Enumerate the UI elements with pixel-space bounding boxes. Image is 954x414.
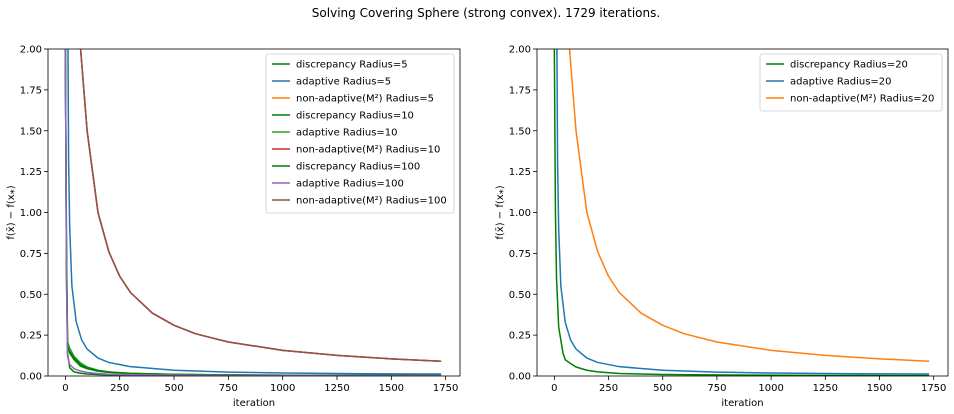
legend: discrepancy Radius=5 adaptive Radius=5 non… bbox=[265, 53, 455, 214]
x-axis-label: iteration bbox=[721, 398, 763, 409]
series-line-2 bbox=[556, 49, 930, 375]
legend-label: adaptive Radius=20 bbox=[790, 77, 892, 88]
y-tick-label: 1.75 bbox=[509, 85, 531, 96]
y-tick-label: 0.00 bbox=[20, 372, 42, 383]
x-tick-label: 750 bbox=[219, 383, 238, 394]
x-tick-label: 1750 bbox=[433, 383, 458, 394]
x-tick-label: 750 bbox=[707, 383, 726, 394]
y-tick-label: 1.50 bbox=[509, 126, 531, 137]
y-tick-label: 0.50 bbox=[509, 290, 531, 301]
figure-title: Solving Covering Sphere (strong convex).… bbox=[312, 6, 660, 20]
y-tick-label: 0.00 bbox=[509, 372, 531, 383]
y-tick-label: 0.25 bbox=[20, 331, 42, 342]
legend-label: discrepancy Radius=20 bbox=[790, 60, 908, 71]
left-subplot: 0 250 500 750 1000 1250 1500 1750 0.00 0.25 0.50 0.… bbox=[6, 45, 461, 409]
x-tick-label: 250 bbox=[110, 383, 129, 394]
series-line-9 bbox=[79, 49, 442, 363]
y-tick-label: 0.50 bbox=[20, 290, 42, 301]
y-tick-label: 0.75 bbox=[509, 249, 531, 260]
x-axis-label: iteration bbox=[233, 398, 275, 409]
x-tick-label: 1000 bbox=[270, 383, 295, 394]
y-axis-label: f(x̄) − f(x⁎) bbox=[6, 185, 17, 239]
x-tick-label: 250 bbox=[599, 383, 618, 394]
x-tick-label: 1250 bbox=[813, 383, 838, 394]
y-tick-label: 1.00 bbox=[20, 208, 42, 219]
series-line-8 bbox=[64, 49, 442, 376]
series-line-3 bbox=[568, 49, 930, 363]
x-tick-label: 1500 bbox=[379, 383, 404, 394]
y-tick-label: 1.50 bbox=[20, 126, 42, 137]
legend-label: discrepancy Radius=5 bbox=[296, 60, 408, 71]
y-tick-label: 0.75 bbox=[20, 249, 42, 260]
y-tick-label: 2.00 bbox=[20, 45, 42, 56]
x-tick-label: 1250 bbox=[324, 383, 349, 394]
y-tick-label: 1.25 bbox=[509, 167, 531, 178]
legend-label: adaptive Radius=5 bbox=[296, 77, 391, 88]
x-tick-label: 0 bbox=[551, 383, 557, 394]
x-tick-label: 1750 bbox=[921, 383, 946, 394]
series-line-1 bbox=[553, 49, 930, 376]
y-axis-label: f(x̄) − f(x⁎) bbox=[495, 185, 506, 239]
legend-label: discrepancy Radius=100 bbox=[296, 162, 420, 173]
x-tick-label: 500 bbox=[164, 383, 183, 394]
legend: discrepancy Radius=20 adaptive Radius=20 n… bbox=[759, 53, 943, 112]
legend-box bbox=[265, 53, 455, 214]
right-subplot: 0 250 500 750 1000 1250 1500 1750 0.00 0.25 0.50 0.… bbox=[495, 45, 949, 409]
x-tick-label: 1500 bbox=[867, 383, 892, 394]
y-tick-label: 1.25 bbox=[20, 167, 42, 178]
series-lines bbox=[64, 49, 442, 376]
x-tick-label: 500 bbox=[653, 383, 672, 394]
legend-box bbox=[759, 53, 943, 112]
legend-label: adaptive Radius=10 bbox=[296, 128, 398, 139]
legend-label: non-adaptive(M²) Radius=10 bbox=[296, 145, 440, 156]
series-line-2 bbox=[67, 49, 442, 375]
y-tick-label: 1.75 bbox=[20, 85, 42, 96]
y-tick-label: 0.25 bbox=[509, 331, 531, 342]
x-tick-label: 1000 bbox=[758, 383, 783, 394]
y-tick-label: 2.00 bbox=[509, 45, 531, 56]
legend-label: adaptive Radius=100 bbox=[296, 179, 404, 190]
x-tick-label: 0 bbox=[62, 383, 68, 394]
legend-label: discrepancy Radius=10 bbox=[296, 111, 414, 122]
legend-label: non-adaptive(M²) Radius=100 bbox=[296, 196, 447, 207]
series-lines bbox=[553, 49, 930, 376]
legend-label: non-adaptive(M²) Radius=5 bbox=[296, 94, 434, 105]
y-tick-label: 1.00 bbox=[509, 208, 531, 219]
legend-label: non-adaptive(M²) Radius=20 bbox=[790, 94, 934, 105]
